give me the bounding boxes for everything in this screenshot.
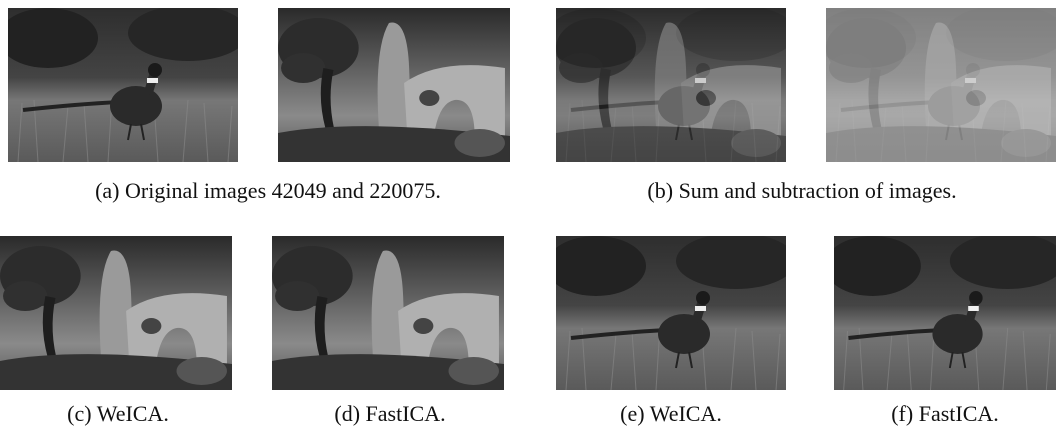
image [272, 236, 504, 390]
image [278, 8, 510, 162]
caption: (a) Original images 42049 and 220075. [95, 178, 441, 203]
caption-text: Original images 42049 and 220075. [125, 178, 441, 203]
image [546, 233, 796, 390]
image [546, 5, 796, 162]
subfigure-label: (d) [334, 401, 360, 426]
caption: (b) Sum and subtraction of images. [647, 178, 956, 203]
subfigure-label: (f) [891, 401, 913, 426]
caption-text: Sum and subtraction of images. [679, 178, 957, 203]
image [824, 233, 1056, 390]
figure: (a) Original images 42049 and 220075. (b… [0, 0, 1056, 432]
caption: (e) WeICA. [620, 401, 722, 426]
caption: (c) WeICA. [67, 401, 169, 426]
subfigure-label: (b) [647, 178, 673, 203]
caption-text: FastICA. [366, 401, 446, 426]
caption-text: FastICA. [919, 401, 999, 426]
subfigure-label: (c) [67, 401, 91, 426]
caption: (d) FastICA. [334, 401, 445, 426]
image [816, 5, 1056, 162]
image [0, 5, 248, 162]
caption-text: WeICA. [650, 401, 722, 426]
caption-text: WeICA. [97, 401, 169, 426]
caption: (f) FastICA. [891, 401, 999, 426]
subfigure-label: (a) [95, 178, 119, 203]
image [0, 236, 232, 390]
subfigure-label: (e) [620, 401, 644, 426]
